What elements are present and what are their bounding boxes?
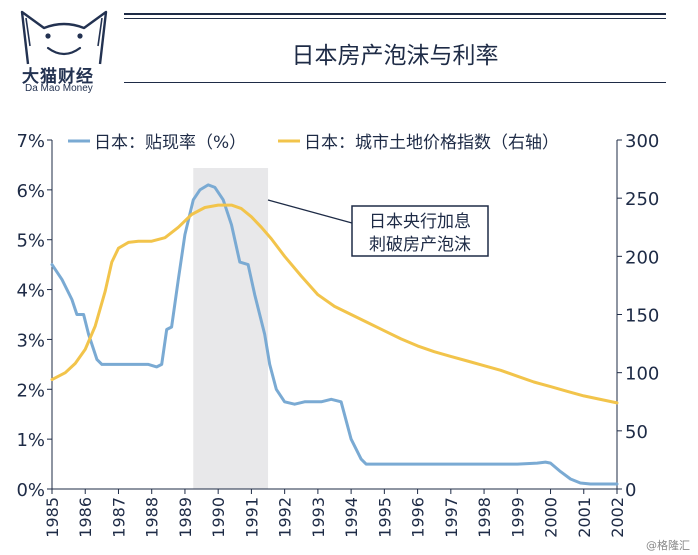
shaded-region bbox=[193, 168, 269, 489]
x-tick-label: 1996 bbox=[409, 497, 428, 538]
x-tick-label: 1998 bbox=[475, 497, 494, 538]
x-tick-label: 1990 bbox=[209, 497, 228, 538]
x-tick-label: 1992 bbox=[276, 497, 295, 538]
annotation-leader bbox=[267, 199, 353, 224]
x-tick-label: 1993 bbox=[309, 497, 328, 538]
legend-label: 日本：城市土地价格指数（右轴） bbox=[304, 133, 559, 153]
left-tick-label: 5% bbox=[16, 231, 45, 252]
x-tick-label: 2001 bbox=[575, 497, 594, 538]
brand-name-cn: 大猫财经 bbox=[22, 67, 94, 87]
watermark: @格隆汇 bbox=[646, 539, 690, 552]
right-tick-label: 200 bbox=[625, 247, 659, 268]
chart-title: 日本房产泡沫与利率 bbox=[291, 43, 499, 69]
right-tick-label: 100 bbox=[625, 364, 659, 385]
x-tick-label: 2000 bbox=[542, 497, 561, 538]
x-tick-label: 1987 bbox=[109, 497, 128, 538]
x-tick-label: 1994 bbox=[342, 497, 361, 538]
annotation-text: 刺破房产泡沫 bbox=[369, 235, 471, 255]
left-tick-label: 1% bbox=[16, 430, 45, 451]
x-tick-label: 1997 bbox=[442, 497, 461, 538]
right-tick-label: 250 bbox=[625, 189, 659, 210]
left-tick-label: 4% bbox=[16, 281, 45, 302]
x-tick-label: 1991 bbox=[242, 497, 261, 538]
right-tick-label: 300 bbox=[625, 131, 659, 152]
x-tick-label: 1995 bbox=[375, 497, 394, 538]
left-tick-label: 6% bbox=[16, 181, 45, 202]
series-line-discount-rate bbox=[50, 183, 619, 486]
right-tick-label: 0 bbox=[625, 480, 636, 501]
series-line-land-price bbox=[50, 203, 619, 405]
legend-label: 日本：贴现率（%） bbox=[94, 133, 246, 153]
header-rule-top bbox=[124, 13, 666, 15]
header-rule-bottom bbox=[124, 82, 666, 83]
x-tick-label: 1999 bbox=[508, 497, 527, 538]
annotation-text: 日本央行加息 bbox=[369, 212, 471, 232]
x-tick-label: 1986 bbox=[76, 497, 95, 538]
x-tick-label: 1989 bbox=[176, 497, 195, 538]
left-tick-label: 0% bbox=[16, 480, 45, 501]
left-tick-label: 3% bbox=[16, 330, 45, 351]
brand-name-en: Da Mao Money bbox=[25, 83, 93, 94]
annotation-box bbox=[351, 205, 489, 257]
right-tick-label: 150 bbox=[625, 306, 659, 327]
right-tick-label: 50 bbox=[625, 422, 648, 443]
left-tick-label: 7% bbox=[16, 131, 45, 152]
x-tick-label: 2002 bbox=[608, 497, 627, 538]
header-rule-top-thin bbox=[124, 18, 666, 19]
x-tick-label: 1988 bbox=[143, 497, 162, 538]
x-tick-label: 1985 bbox=[43, 497, 62, 538]
left-tick-label: 2% bbox=[16, 380, 45, 401]
logo-cat-icon bbox=[20, 10, 108, 65]
